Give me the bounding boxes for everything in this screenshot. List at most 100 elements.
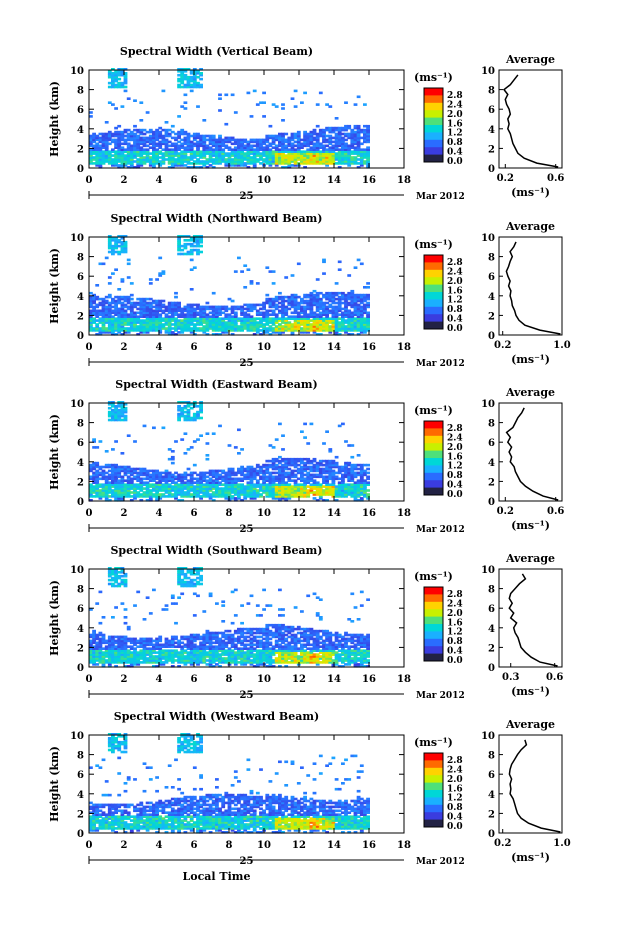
heatmap-cell (284, 166, 289, 169)
heatmap-cell (350, 162, 355, 165)
heatmap-cell (111, 319, 115, 322)
heatmap-cell (306, 442, 311, 445)
heatmap-cell (202, 154, 207, 157)
y-tick-label: 8 (77, 253, 84, 264)
heatmap-cell (300, 475, 304, 479)
heatmap-cell (120, 303, 125, 307)
heatmap-cell (331, 146, 336, 149)
heatmap-cell (133, 138, 137, 142)
heatmap-cell (205, 319, 210, 322)
heatmap-cell (303, 319, 307, 322)
heatmap-cell (129, 154, 134, 157)
heatmap-cell (356, 499, 361, 502)
heatmap-cell (136, 150, 141, 153)
heatmap-cell (271, 297, 276, 301)
heatmap-cell (111, 616, 115, 619)
heatmap-cell (133, 154, 137, 157)
heatmap-cell (240, 156, 244, 159)
heatmap-cell (284, 493, 289, 496)
heatmap-cell (189, 144, 194, 148)
heatmap-cell (180, 489, 185, 492)
heatmap-cell (117, 412, 122, 416)
heatmap-cell (356, 485, 361, 488)
heatmap-cell (107, 301, 112, 305)
heatmap-cell (192, 311, 197, 315)
heatmap-cell (356, 327, 361, 330)
heatmap-cell (353, 266, 358, 269)
colorbar-label: 2.8 (447, 424, 463, 434)
heatmap-cell (262, 485, 266, 488)
heatmap-cell (189, 315, 194, 318)
heatmap-cell (331, 475, 336, 479)
heatmap-cell (111, 571, 115, 574)
heatmap-cell (155, 493, 159, 496)
heatmap-cell (142, 128, 147, 132)
heatmap-cell (170, 495, 175, 498)
heatmap-cell (101, 262, 106, 266)
heatmap-cell (186, 150, 191, 153)
heatmap-cell (208, 469, 213, 473)
heatmap-cell (189, 303, 194, 307)
heatmap-cell (274, 105, 279, 108)
heatmap-cell (218, 140, 222, 144)
heatmap-cell (183, 130, 188, 134)
heatmap-cell (359, 475, 364, 479)
heatmap-cell (246, 487, 251, 490)
heatmap-cell (202, 483, 207, 486)
heatmap-cell (356, 150, 361, 153)
heatmap-cell (205, 321, 210, 324)
heatmap-cell (303, 485, 307, 488)
heatmap-cell (271, 319, 276, 322)
heatmap-cell (325, 471, 329, 475)
panel-title: Spectral Width (Southward Beam) (110, 544, 322, 557)
heatmap-cell (293, 152, 298, 155)
heatmap-cell (158, 323, 163, 326)
heatmap-cell (309, 146, 314, 149)
heatmap-cell (152, 309, 156, 313)
heatmap-cell (120, 574, 125, 578)
heatmap-cell (98, 637, 103, 641)
heatmap-cell (347, 158, 352, 161)
heatmap-cell (318, 130, 323, 134)
heatmap-cell (186, 481, 191, 484)
heatmap-cell (325, 297, 329, 301)
heatmap-cell (284, 154, 289, 157)
heatmap-cell (287, 485, 292, 488)
heatmap-cell (341, 487, 345, 490)
heatmap-cell (211, 144, 216, 148)
heatmap-cell (237, 469, 241, 473)
heatmap-cell (123, 248, 128, 252)
heatmap-cell (255, 471, 260, 475)
heatmap-cell (101, 142, 106, 146)
heatmap-cell (117, 124, 122, 128)
heatmap-cell (325, 140, 329, 144)
heatmap-cell (303, 299, 307, 303)
heatmap-cell (281, 325, 285, 328)
heatmap-cell (300, 101, 304, 104)
heatmap-cell (114, 412, 118, 416)
heatmap-cell (347, 444, 352, 447)
heatmap-cell (117, 467, 122, 471)
heatmap-cell (117, 73, 122, 77)
heatmap-cell (117, 72, 122, 75)
heatmap-cell (344, 162, 348, 165)
heatmap-cell (315, 297, 320, 301)
heatmap-cell (142, 477, 147, 481)
heatmap-cell (344, 463, 348, 467)
heatmap-cell (262, 475, 266, 479)
heatmap-cell (249, 162, 254, 165)
heatmap-cell (334, 323, 339, 326)
heatmap-cell (142, 643, 147, 647)
heatmap-cell (170, 477, 175, 481)
heatmap-cell (101, 637, 106, 641)
heatmap-cell (249, 323, 254, 326)
heatmap-cell (114, 463, 118, 467)
heatmap-cell (111, 569, 115, 572)
heatmap-cell (290, 134, 295, 138)
heatmap-cell (101, 663, 106, 666)
heatmap-cell (114, 246, 118, 250)
heatmap-cell (95, 323, 100, 326)
heatmap-cell (309, 323, 314, 326)
heatmap-cell (202, 146, 207, 149)
